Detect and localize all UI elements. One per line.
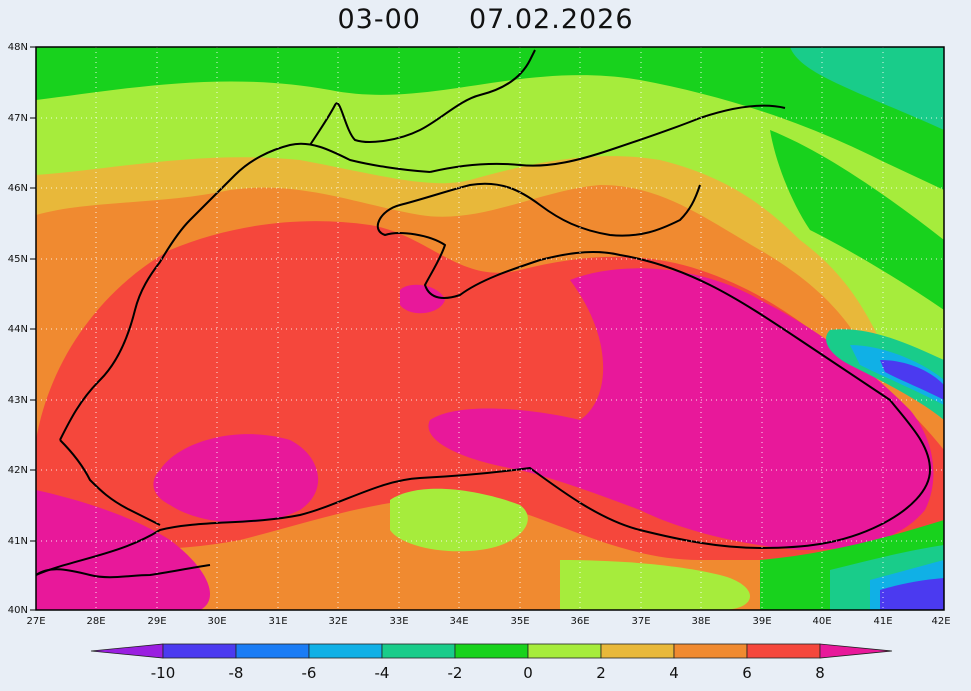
colorbar-label: -2 — [448, 664, 463, 682]
lat-label: 45N — [8, 254, 28, 265]
lon-label: 27E — [26, 616, 45, 627]
colorbar-segment — [381, 643, 456, 659]
forecast-date: 07.02.2026 — [468, 4, 634, 35]
lat-label: 42N — [8, 465, 28, 476]
colorbar-labels: -10 -8 -6 -4 -2 0 2 4 6 8 — [151, 664, 825, 682]
lat-label: 43N — [8, 395, 28, 406]
colorbar-segment — [235, 643, 310, 659]
map-title: 03-00 07.02.2026 — [0, 4, 971, 35]
colorbar-segment — [746, 643, 821, 659]
lon-label: 33E — [389, 616, 408, 627]
colorbar — [90, 643, 893, 659]
colorbar-label: -6 — [302, 664, 317, 682]
lat-label: 44N — [8, 324, 28, 335]
temperature-field — [36, 47, 944, 610]
lon-label: 29E — [147, 616, 166, 627]
colorbar-segment — [454, 643, 529, 659]
lon-label: 39E — [752, 616, 771, 627]
colorbar-segment — [308, 643, 383, 659]
lon-label: 36E — [570, 616, 589, 627]
lon-label: 38E — [691, 616, 710, 627]
lat-label: 41N — [8, 536, 28, 547]
colorbar-label: 2 — [596, 664, 606, 682]
lat-label: 47N — [8, 113, 28, 124]
lon-label: 28E — [86, 616, 105, 627]
lon-label: 42E — [931, 616, 950, 627]
colorbar-label: -8 — [229, 664, 244, 682]
lon-label: 35E — [510, 616, 529, 627]
coastline — [35, 49, 931, 579]
colorbar-label: 0 — [523, 664, 533, 682]
colorbar-arrow-low — [90, 643, 164, 659]
lon-label: 31E — [268, 616, 287, 627]
colorbar-label: 8 — [815, 664, 825, 682]
colorbar-segment — [673, 643, 748, 659]
latitude-labels: 48N 47N 46N 45N 44N 43N 42N 41N 40N — [8, 42, 28, 616]
lat-label: 40N — [8, 605, 28, 616]
colorbar-label: 4 — [669, 664, 679, 682]
axis-ticks — [30, 46, 36, 611]
lat-label: 48N — [8, 42, 28, 53]
longitude-labels: 27E 28E 29E 30E 31E 32E 33E 34E 35E 36E … — [26, 616, 950, 627]
lon-label: 32E — [328, 616, 347, 627]
colorbar-label: 6 — [742, 664, 752, 682]
colorbar-label: -4 — [375, 664, 390, 682]
colorbar-segment — [527, 643, 602, 659]
colorbar-arrow-high — [819, 643, 893, 659]
lon-label: 30E — [207, 616, 226, 627]
lat-label: 46N — [8, 183, 28, 194]
forecast-run: 03-00 — [337, 4, 421, 35]
colorbar-label: -10 — [151, 664, 176, 682]
lon-label: 37E — [631, 616, 650, 627]
colorbar-segment — [600, 643, 675, 659]
lon-label: 41E — [873, 616, 892, 627]
lon-label: 40E — [812, 616, 831, 627]
colorbar-segment — [162, 643, 237, 659]
lon-label: 34E — [449, 616, 468, 627]
